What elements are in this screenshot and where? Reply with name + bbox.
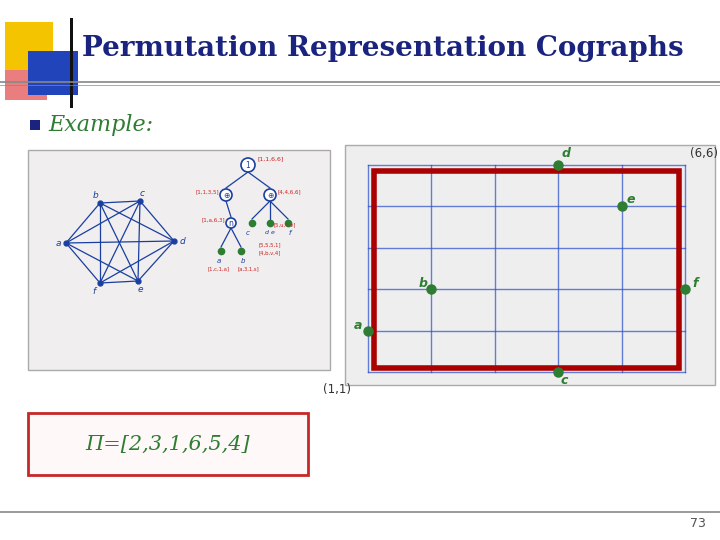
Text: a: a bbox=[354, 319, 362, 332]
Bar bbox=[345, 145, 715, 385]
Text: e: e bbox=[626, 193, 635, 206]
Text: 73: 73 bbox=[690, 517, 706, 530]
Text: [1,1,3,5]: [1,1,3,5] bbox=[196, 190, 220, 194]
Text: d e: d e bbox=[265, 230, 275, 235]
Text: d: d bbox=[561, 147, 570, 160]
Bar bbox=[5, 22, 53, 70]
Bar bbox=[374, 171, 679, 368]
Text: b: b bbox=[240, 258, 246, 264]
Text: [5,5,5,1]: [5,5,5,1] bbox=[258, 242, 282, 247]
Text: c: c bbox=[140, 190, 145, 199]
Text: f: f bbox=[692, 277, 698, 290]
Text: e: e bbox=[138, 285, 143, 294]
Text: [1,a,6,3]: [1,a,6,3] bbox=[201, 218, 225, 222]
Text: [1,1,6,6]: [1,1,6,6] bbox=[258, 157, 284, 161]
Text: [5,u,4,v]: [5,u,4,v] bbox=[274, 222, 297, 227]
Text: (1,1): (1,1) bbox=[323, 383, 351, 396]
Bar bbox=[5, 58, 47, 100]
Text: a: a bbox=[217, 258, 221, 264]
Text: f: f bbox=[92, 287, 96, 295]
Text: [a,3,1,s]: [a,3,1,s] bbox=[237, 267, 258, 272]
Text: (6,6): (6,6) bbox=[690, 146, 718, 159]
Text: n: n bbox=[228, 219, 233, 227]
Bar bbox=[30, 120, 40, 130]
Text: ⊕: ⊕ bbox=[222, 191, 229, 199]
Text: Permutation Representation Cographs: Permutation Representation Cographs bbox=[82, 35, 683, 62]
Text: d: d bbox=[179, 237, 185, 246]
Circle shape bbox=[264, 189, 276, 201]
Circle shape bbox=[226, 218, 236, 228]
Text: [4,4,6,6]: [4,4,6,6] bbox=[278, 190, 302, 194]
Text: ⊕: ⊕ bbox=[267, 191, 273, 199]
Text: a: a bbox=[55, 239, 60, 247]
Text: 1: 1 bbox=[246, 160, 251, 170]
Text: b: b bbox=[93, 192, 99, 200]
Text: Example:: Example: bbox=[48, 114, 153, 136]
Bar bbox=[70, 18, 73, 108]
Text: c: c bbox=[560, 374, 567, 387]
Text: b: b bbox=[418, 277, 428, 290]
Text: f: f bbox=[289, 230, 292, 236]
Text: Π=[2,3,1,6,5,4]: Π=[2,3,1,6,5,4] bbox=[86, 435, 251, 454]
Circle shape bbox=[220, 189, 232, 201]
Bar bbox=[28, 150, 330, 370]
Bar bbox=[28, 413, 308, 475]
Text: c: c bbox=[246, 230, 250, 236]
Bar bbox=[28, 51, 78, 95]
Circle shape bbox=[241, 158, 255, 172]
Text: [1,c,1,a]: [1,c,1,a] bbox=[207, 267, 229, 272]
Text: [4,b,v,4]: [4,b,v,4] bbox=[258, 251, 282, 255]
